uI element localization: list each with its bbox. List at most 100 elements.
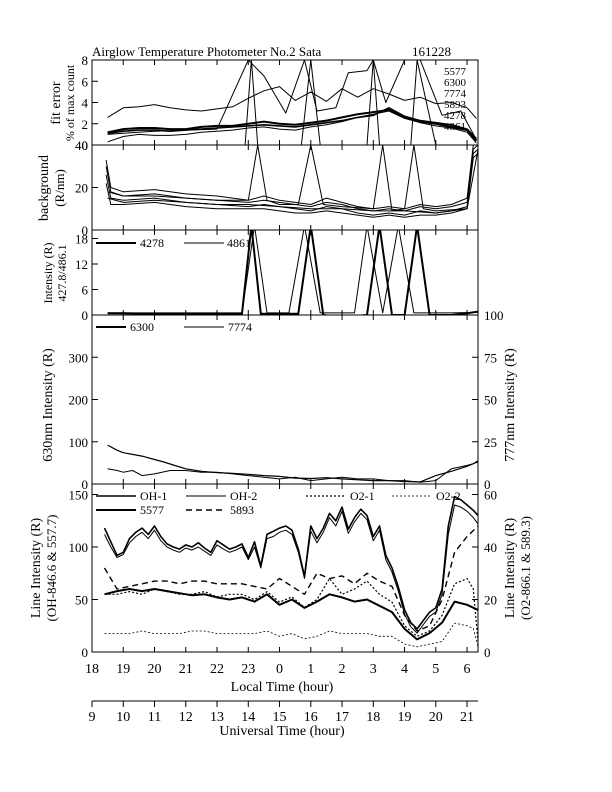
universal-time-axis: 9 10 11 12 13 14 15 16 17 18 19 20 21 — [89, 700, 478, 725]
universal-time-tick-label: 19 — [398, 710, 412, 725]
panel-fit-error: 0 2 4 6 8 fit error% of max count 557763007774… — [49, 53, 479, 153]
y-tick-label: 150 — [69, 488, 89, 503]
legend-label-O2-2: O2-2 — [436, 489, 461, 503]
series-5577-line — [107, 108, 478, 142]
date-code: 161228 — [412, 44, 451, 59]
universal-time-tick-label: 20 — [429, 710, 443, 725]
line-intensity-legend: OH-1 OH-2 O2-1 O2-2 5577 5893 — [96, 489, 461, 517]
series-6300-line — [107, 444, 478, 483]
legend-label-5893: 5893 — [444, 99, 467, 111]
series-group — [107, 60, 477, 140]
panel-intensity-6300-7774: 0 100 200 300 0 25 50 75 100 630nm Intensity (R) 7… — [41, 308, 518, 492]
y-tick-label: 20 — [75, 181, 88, 196]
legend-label-5577: 5577 — [444, 66, 467, 78]
universal-time-label: Universal Time (hour) — [219, 724, 345, 739]
fit-error-ylabel: fit error — [49, 81, 64, 124]
series-group — [107, 230, 478, 314]
y2-tick-label: 0 — [484, 645, 491, 660]
local-time-tick-label: 4 — [401, 662, 408, 677]
local-time-tick-label: 22 — [210, 662, 224, 677]
series-4861-line — [107, 60, 477, 140]
universal-time-tick-label: 17 — [335, 710, 349, 725]
background-ylabel-unit: (R/nm) — [52, 169, 67, 207]
legend-label-6300: 6300 — [130, 320, 154, 334]
y2-tick-label: 20 — [484, 593, 497, 608]
universal-time-tick-label: 13 — [210, 710, 224, 725]
background-ylabel: background — [37, 155, 52, 221]
series-6300-line — [107, 107, 477, 140]
series-group — [107, 60, 477, 145]
legend-label-5893: 5893 — [230, 503, 254, 517]
series-4861-line — [107, 230, 478, 314]
line-intensity-ylabel-unit: (OH-846.6 & 557.7) — [44, 515, 59, 622]
y-tick-label: 100 — [69, 435, 89, 450]
series-group — [105, 145, 478, 212]
local-time-tick-label: 20 — [148, 662, 162, 677]
panel-intensity-4278-4861: 0 6 12 18 Intensity (R) 427.8/486.1 4278 4861 — [41, 229, 479, 323]
series-group — [107, 86, 477, 119]
series-7774-line — [107, 86, 477, 119]
legend-label-6300: 6300 — [444, 77, 467, 89]
intensity-6300-legend: 6300 7774 — [96, 320, 252, 334]
series-group — [103, 525, 478, 632]
y2-tick-label: 25 — [484, 435, 497, 450]
series-group — [107, 108, 478, 142]
universal-time-tick-label: 11 — [148, 710, 161, 725]
y-tick-label: 0 — [82, 477, 89, 492]
legend-label-7774: 7774 — [444, 88, 467, 100]
series-group — [104, 588, 478, 641]
intensity-630-ylabel: 630nm Intensity (R) — [41, 348, 56, 462]
local-time-tick-label: 23 — [241, 662, 255, 677]
series-group — [105, 153, 478, 218]
series-group — [105, 145, 475, 210]
y2-tick-label: 40 — [484, 540, 497, 555]
series-7774-line — [107, 461, 478, 483]
series-OH-1-line — [103, 495, 478, 630]
series-group — [104, 504, 478, 634]
local-time-axis: 18 19 20 21 22 23 0 1 2 3 4 5 6 — [85, 662, 471, 677]
series-4278-line — [107, 230, 478, 315]
local-time-label: Local Time (hour) — [231, 680, 334, 695]
intensity-4861-legend: 4278 4861 — [96, 236, 251, 250]
series-5577-line — [104, 588, 478, 641]
universal-time-tick-label: 12 — [179, 710, 193, 725]
legend-label-O2-1: O2-1 — [350, 489, 375, 503]
legend-label-5577: 5577 — [140, 503, 164, 517]
y-tick-label: 200 — [69, 393, 89, 408]
y-tick-label: 0 — [82, 138, 89, 153]
series-4278-line — [107, 60, 477, 145]
universal-time-tick-label: 15 — [273, 710, 287, 725]
local-time-tick-label: 2 — [339, 662, 346, 677]
line-intensity-right-ylabel-unit: (O2-866.1 & 589.3) — [518, 516, 533, 620]
legend-label-4278: 4278 — [140, 236, 164, 250]
y2-tick-label: 75 — [484, 350, 497, 365]
universal-time-tick-label: 10 — [116, 710, 130, 725]
local-time-tick-label: 3 — [370, 662, 377, 677]
series-5893-line — [103, 525, 478, 632]
y2-tick-label: 100 — [484, 308, 504, 323]
series-group — [107, 149, 478, 214]
y-tick-label: 8 — [82, 53, 89, 68]
y2-tick-label: 60 — [484, 488, 497, 503]
series-group — [103, 495, 478, 630]
series-5577-line — [105, 145, 475, 210]
series-group — [104, 577, 478, 642]
legend-label-OH-2: OH-2 — [230, 489, 257, 503]
local-time-tick-label: 6 — [464, 662, 471, 677]
legend-label-4861: 4861 — [227, 236, 251, 250]
series-group — [107, 107, 477, 140]
y-tick-label: 18 — [75, 232, 88, 247]
line-intensity-ylabel: Line Intensity (R) — [29, 518, 44, 619]
local-time-tick-label: 0 — [276, 662, 283, 677]
intensity-777-ylabel: 777nm Intensity (R) — [503, 348, 518, 462]
series-group — [107, 444, 478, 483]
y2-tick-label: 50 — [484, 393, 497, 408]
series-group — [107, 145, 468, 212]
universal-time-tick-label: 14 — [241, 710, 255, 725]
y-tick-label: 12 — [75, 257, 88, 272]
series-group — [107, 110, 477, 144]
y-tick-label: 50 — [75, 593, 88, 608]
y-tick-label: 0 — [82, 645, 89, 660]
series-5893-line — [107, 110, 477, 144]
